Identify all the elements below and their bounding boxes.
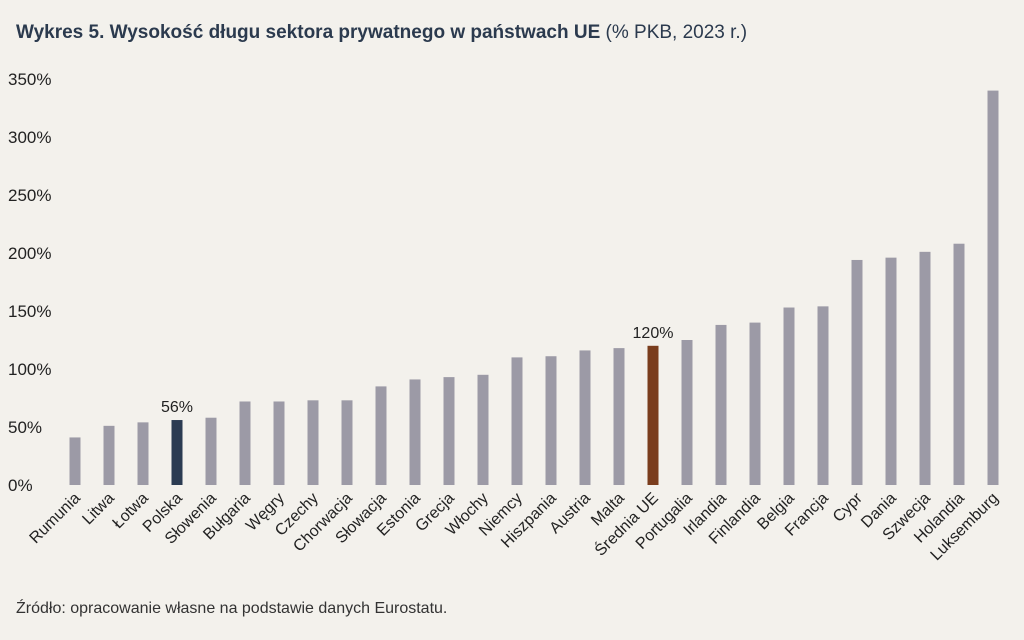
source-note: Źródło: opracowanie własne na podstawie … [16, 600, 448, 617]
y-tick-label: 100% [8, 360, 51, 379]
bar [375, 386, 387, 485]
bar [69, 437, 81, 485]
bar [511, 357, 523, 485]
bar [953, 243, 965, 485]
bar [817, 306, 829, 485]
x-tick-label: Rumunia [27, 490, 84, 547]
chart-title: Wykres 5. Wysokość długu sektora prywatn… [16, 22, 747, 44]
bar [239, 401, 251, 485]
bar [885, 257, 897, 485]
chart-title-main: Wykres 5. Wysokość długu sektora prywatn… [16, 22, 601, 43]
bar [205, 417, 217, 485]
bar [851, 259, 863, 485]
y-tick-label: 250% [8, 186, 51, 205]
bar [681, 340, 693, 485]
bar [749, 322, 761, 485]
bar [579, 350, 591, 485]
bar [715, 324, 727, 485]
bar [477, 374, 489, 485]
bar [545, 356, 557, 485]
y-tick-label: 300% [8, 128, 51, 147]
bar [307, 400, 319, 485]
y-tick-label: 50% [8, 418, 42, 437]
bar [919, 251, 931, 485]
bar [171, 420, 183, 485]
bar [783, 307, 795, 485]
bar [443, 377, 455, 485]
chart-title-sub: (% PKB, 2023 r.) [605, 22, 748, 43]
bar [341, 400, 353, 485]
data-label: 120% [633, 325, 674, 342]
y-tick-label: 350% [8, 70, 51, 89]
y-tick-label: 200% [8, 244, 51, 263]
bar [613, 348, 625, 485]
bar [273, 401, 285, 485]
bar [409, 379, 421, 485]
bar [103, 425, 115, 485]
y-tick-label: 0% [8, 476, 33, 495]
bar-chart: 0%50%100%150%200%250%300%350%RumuniaLitw… [8, 70, 1002, 564]
data-label: 56% [161, 399, 193, 416]
y-tick-label: 150% [8, 302, 51, 321]
bar [647, 345, 659, 485]
bar [987, 90, 999, 485]
bar [137, 422, 149, 485]
